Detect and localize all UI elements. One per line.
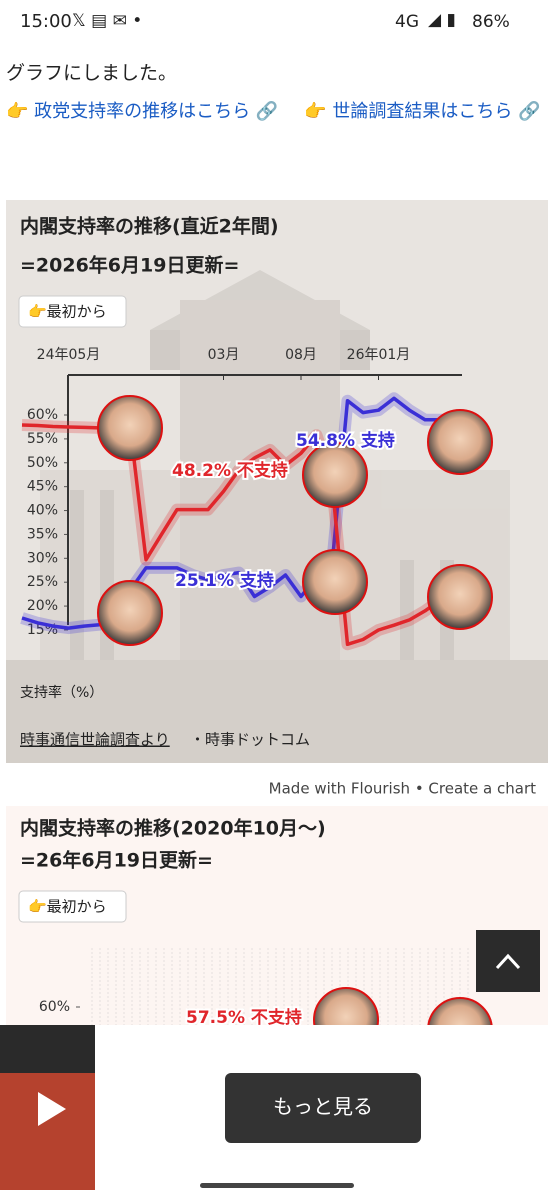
line [21,396,456,630]
annotation: 54.8% 支持 [296,430,395,451]
x-tick-label: 08月 [285,347,317,363]
network: 4G [395,12,419,32]
source-suffix: ・時事ドットコム [190,731,310,749]
status-bar: 15:00 𝕏 ▤ ✉ • 4G ◢ ▮ 86% [0,0,554,44]
y-tick-label: 60% [27,407,58,423]
y-axis-label: 支持率（%） [20,684,103,701]
replay-button[interactable] [18,890,127,923]
plot: 15%20%25%30%35%40%45%50%55%60%24年05月 03月 0… [20,347,493,651]
source-link[interactable]: 時事通信世論調査より [20,731,170,749]
y-tick-label: 30% [27,550,58,566]
y-tick-label: 40% [27,503,58,519]
scroll-top-icon[interactable] [495,953,521,970]
replay-button[interactable] [18,295,127,328]
chart-title: 内閣支持率の推移(2020年10月〜) [20,817,326,840]
chart-subtitle: =26年6月19日更新= [20,849,213,872]
signal-icon: ◢ ▮ [428,10,456,30]
battery: 86% [472,12,510,32]
y-tick-label: 20% [27,598,58,614]
y-tick-label: 55% [27,431,58,447]
x-tick-label: 24年05月 [37,347,101,363]
notification-icons: 𝕏 ▤ ✉ • [72,11,143,31]
y-tick-label: 25% [27,574,58,590]
y-tick-label: 35% [27,526,58,542]
portrait [427,564,493,630]
article-links: 👉 政党支持率の推移はこちら 🔗 👉 世論調査結果はこちら 🔗 [6,96,546,128]
annotation: 48.2% 不支持 [172,460,288,481]
chart-title: 内閣支持率の推移(直近2年間) [20,215,279,238]
portrait [97,395,163,461]
annotation: 25.1% 支持 [175,570,274,591]
x-tick-label: 03月 [208,347,240,363]
home-indicator [200,1183,354,1188]
portrait [427,409,493,475]
portrait [97,580,163,646]
article-text: グラフにしました。 [6,62,178,84]
link[interactable]: 👉 政党支持率の推移はこちら 🔗 [6,101,279,122]
replay-button-label[interactable]: 👉最初から [28,898,107,916]
replay-button-label[interactable]: 👉最初から [28,303,107,321]
annotation: 57.5% 不支持 [186,1007,302,1028]
chart-subtitle: =2026年6月19日更新= [20,254,239,277]
more-button[interactable] [225,1073,421,1143]
building-background [6,270,548,763]
play-icon[interactable] [38,1092,66,1126]
flourish-credit[interactable]: Made with Flourish • Create a chart [269,780,536,798]
line [21,423,457,647]
time: 15:00 [20,11,72,32]
x-tick-label: 26年01月 [347,347,411,363]
portrait [302,442,368,508]
scroll-top-button[interactable] [476,930,540,992]
y-tick-label: 50% [27,455,58,471]
grid-texture [91,948,469,1025]
ad-thumbnail-top [0,1025,95,1073]
link[interactable]: 👉 世論調査結果はこちら 🔗 [304,101,541,122]
y-tick-label: 45% [27,479,58,495]
y-tick-label: 60% [39,999,70,1015]
more-button-label[interactable]: もっと見る [273,1095,373,1119]
portrait [302,549,368,615]
